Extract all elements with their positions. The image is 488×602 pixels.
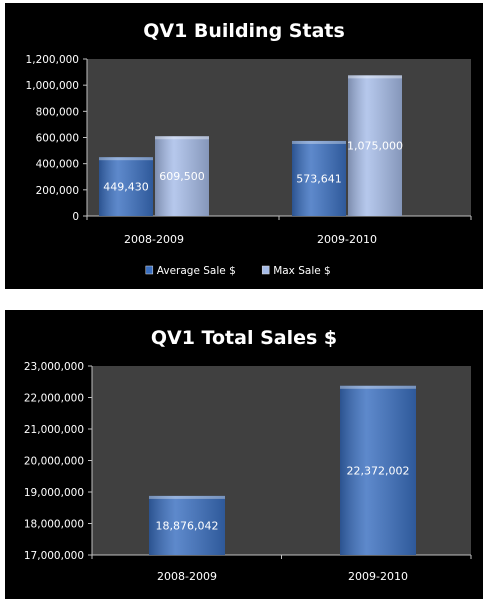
bar-shading [348, 75, 402, 217]
legend-label: Average Sale $ [157, 265, 236, 277]
legend-label: Max Sale $ [273, 265, 331, 277]
total-sales-svg: QV1 Total Sales $ 17,000,000 18,000,000 19,… [24, 327, 472, 583]
chart-title: QV1 Total Sales $ [151, 327, 337, 349]
bar-shading [292, 140, 346, 216]
bar-shading [99, 157, 153, 216]
bar-shading [155, 136, 209, 216]
building-stats-svg: QV1 Building Stats 0 200,000 400,000 600,000… [26, 20, 472, 277]
bar-shading [149, 495, 225, 555]
bar-top-highlight [149, 495, 225, 499]
legend-swatch [145, 265, 154, 275]
y-tick-label: 1,000,000 [26, 80, 79, 92]
bar-top-highlight [348, 75, 402, 79]
y-tick-label: 600,000 [36, 133, 79, 145]
y-tick-label: 19,000,000 [24, 487, 84, 499]
bar-top-highlight [99, 157, 153, 161]
data-label: 1,075,000 [347, 140, 403, 153]
y-tick-label: 21,000,000 [24, 424, 84, 436]
y-tick-label: 400,000 [36, 159, 79, 171]
y-tick-label: 0 [72, 211, 79, 223]
y-tick-label: 200,000 [36, 185, 79, 197]
data-label: 609,500 [159, 170, 205, 183]
total-sales-chart: QV1 Total Sales $ 17,000,000 18,000,000 19,… [5, 310, 483, 599]
data-label: 18,876,042 [156, 519, 219, 532]
y-tick-label: 23,000,000 [24, 361, 84, 373]
legend-swatch [261, 265, 270, 275]
x-category-label: 2008-2009 [124, 233, 184, 246]
x-category-label: 2008-2009 [157, 570, 217, 583]
y-tick-label: 1,200,000 [26, 54, 79, 66]
y-tick-label: 18,000,000 [24, 519, 84, 531]
bar-top-highlight [292, 140, 346, 144]
data-label: 573,641 [296, 172, 342, 185]
y-tick-label: 17,000,000 [24, 550, 84, 562]
y-tick-label: 800,000 [36, 106, 79, 118]
building-stats-chart: QV1 Building Stats 0 200,000 400,000 600,000… [5, 3, 483, 289]
y-tick-label: 22,000,000 [24, 393, 84, 405]
chart-title: QV1 Building Stats [143, 20, 345, 42]
x-category-label: 2009-2010 [317, 233, 377, 246]
bar-shading [340, 385, 416, 555]
bar-top-highlight [155, 136, 209, 140]
data-label: 449,430 [103, 181, 149, 194]
y-tick-label: 20,000,000 [24, 456, 84, 468]
bar-top-highlight [340, 385, 416, 389]
x-category-label: 2009-2010 [348, 570, 408, 583]
data-label: 22,372,002 [347, 464, 410, 477]
